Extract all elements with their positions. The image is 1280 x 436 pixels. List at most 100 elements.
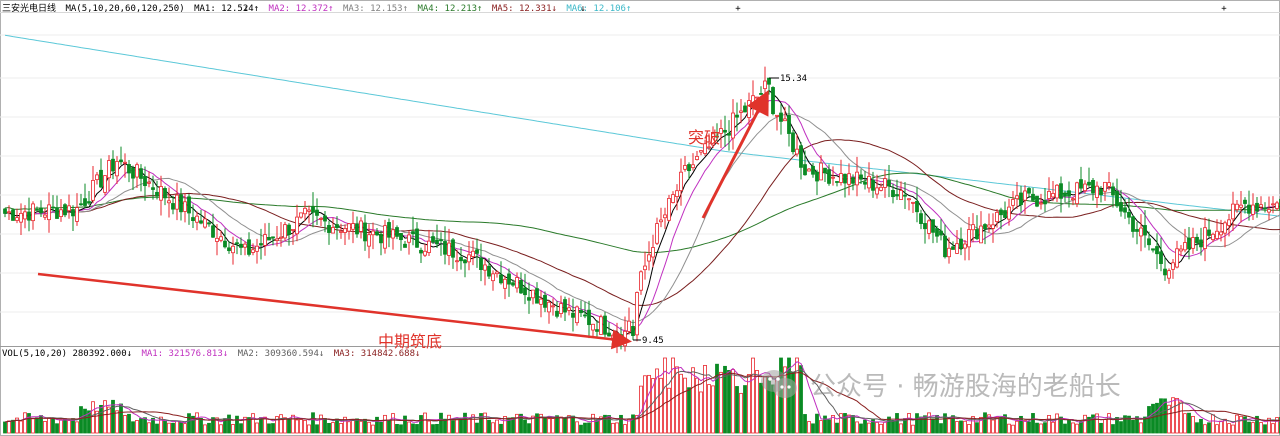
- volume-bar: [331, 422, 335, 434]
- candle-body: [343, 228, 347, 233]
- volume-bar: [727, 370, 731, 434]
- candle-body: [183, 201, 187, 212]
- candle-body: [515, 277, 519, 289]
- volume-bar: [891, 419, 895, 434]
- ma2-value: MA2: 12.372↑: [268, 4, 334, 14]
- volume-bar: [979, 416, 983, 434]
- volume-bar: [603, 414, 607, 434]
- volume-bar: [1027, 421, 1031, 434]
- candle-body: [91, 180, 95, 201]
- breakout-arrow: [701, 90, 769, 219]
- candle-body: [967, 229, 971, 248]
- candle-body: [251, 249, 255, 253]
- volume-bar: [643, 375, 647, 434]
- volume-bar: [1207, 422, 1211, 434]
- candle-body: [675, 190, 679, 197]
- volume-bar: [739, 392, 743, 434]
- candle-body: [1167, 270, 1171, 279]
- candle-body: [1015, 195, 1019, 200]
- volume-bar: [1051, 421, 1055, 434]
- volume-bar: [355, 418, 359, 434]
- volume-bar: [51, 418, 55, 434]
- ma5-value: MA5: 12.331↓: [491, 4, 557, 14]
- volume-bar: [963, 420, 967, 434]
- volume-bar: [671, 357, 675, 434]
- candle-body: [347, 223, 351, 232]
- volume-bar: [27, 413, 31, 434]
- candle-body: [1251, 204, 1255, 215]
- candle-body: [199, 220, 203, 224]
- volume-bar: [1247, 421, 1251, 434]
- candle-body: [583, 314, 587, 317]
- candle-body: [747, 100, 751, 118]
- candle-body: [171, 203, 175, 210]
- volume-bar: [339, 422, 343, 434]
- volume-bar: [375, 416, 379, 434]
- volume-bar: [363, 418, 367, 434]
- candle-body: [35, 209, 39, 211]
- candle-body: [279, 236, 283, 239]
- candle-body: [779, 112, 783, 122]
- candle-body: [419, 249, 423, 254]
- volume-bar: [1239, 415, 1243, 434]
- volume-bar: [343, 416, 347, 434]
- volume-bar: [527, 423, 531, 434]
- volume-bar: [423, 412, 427, 434]
- volume-bar: [1083, 414, 1087, 434]
- candle-body: [1275, 202, 1279, 209]
- volume-bar: [95, 410, 99, 434]
- candle-body: [1027, 188, 1031, 194]
- candle-body: [795, 148, 799, 155]
- volume-bar: [203, 424, 207, 434]
- volume-bar: [1195, 422, 1199, 434]
- candle-body: [443, 241, 447, 255]
- ma1-value: MA1: 12.524↑: [194, 4, 260, 14]
- candle-body: [1239, 204, 1243, 208]
- volume-bar: [1131, 419, 1135, 434]
- volume-bar: [983, 412, 987, 434]
- volume-bar: [1103, 419, 1107, 434]
- volume-bar: [303, 419, 307, 434]
- volume-bar: [1115, 417, 1119, 434]
- candle-body: [975, 229, 979, 240]
- candle-body: [135, 164, 139, 178]
- candle-body: [147, 181, 151, 184]
- volume-bar: [1063, 423, 1067, 434]
- candle-body: [951, 246, 955, 250]
- candle-body: [471, 250, 475, 257]
- candle-body: [979, 225, 983, 244]
- volume-bar: [403, 415, 407, 434]
- volume-bar: [179, 421, 183, 434]
- candle-body: [663, 214, 667, 219]
- candle-body: [587, 309, 591, 326]
- candle-body: [451, 239, 455, 258]
- volume-bar: [855, 421, 859, 434]
- ma-legend: 三安光电日线 MA(5,10,20,60,120,250) MA1: 12.52…: [2, 1, 635, 14]
- volume-bar: [1219, 420, 1223, 434]
- volume-bar: [279, 414, 283, 434]
- candle-body: [219, 236, 223, 241]
- ma2-line: [4, 99, 1280, 333]
- candle-body: [647, 254, 651, 262]
- volume-bar: [1147, 406, 1151, 434]
- candle-body: [783, 118, 787, 122]
- candle-body: [799, 145, 803, 168]
- candle-body: [1183, 242, 1187, 251]
- candle-body: [1019, 192, 1023, 206]
- volume-bar: [319, 414, 323, 434]
- volume-bar: [663, 357, 667, 434]
- volume-bar: [759, 382, 763, 434]
- candle-body: [239, 243, 243, 248]
- volume-bar: [87, 410, 91, 434]
- candle-body: [1091, 179, 1095, 194]
- volume-bar: [351, 419, 355, 434]
- candle-body: [1139, 227, 1143, 237]
- volume-bar: [803, 414, 807, 434]
- volume-bar: [503, 416, 507, 434]
- vol-ma3-line: [4, 371, 1280, 423]
- volume-bar: [267, 423, 271, 434]
- candle-body: [367, 234, 371, 247]
- candle-body: [659, 219, 663, 223]
- candle-body: [63, 204, 67, 216]
- candle-body: [671, 194, 675, 203]
